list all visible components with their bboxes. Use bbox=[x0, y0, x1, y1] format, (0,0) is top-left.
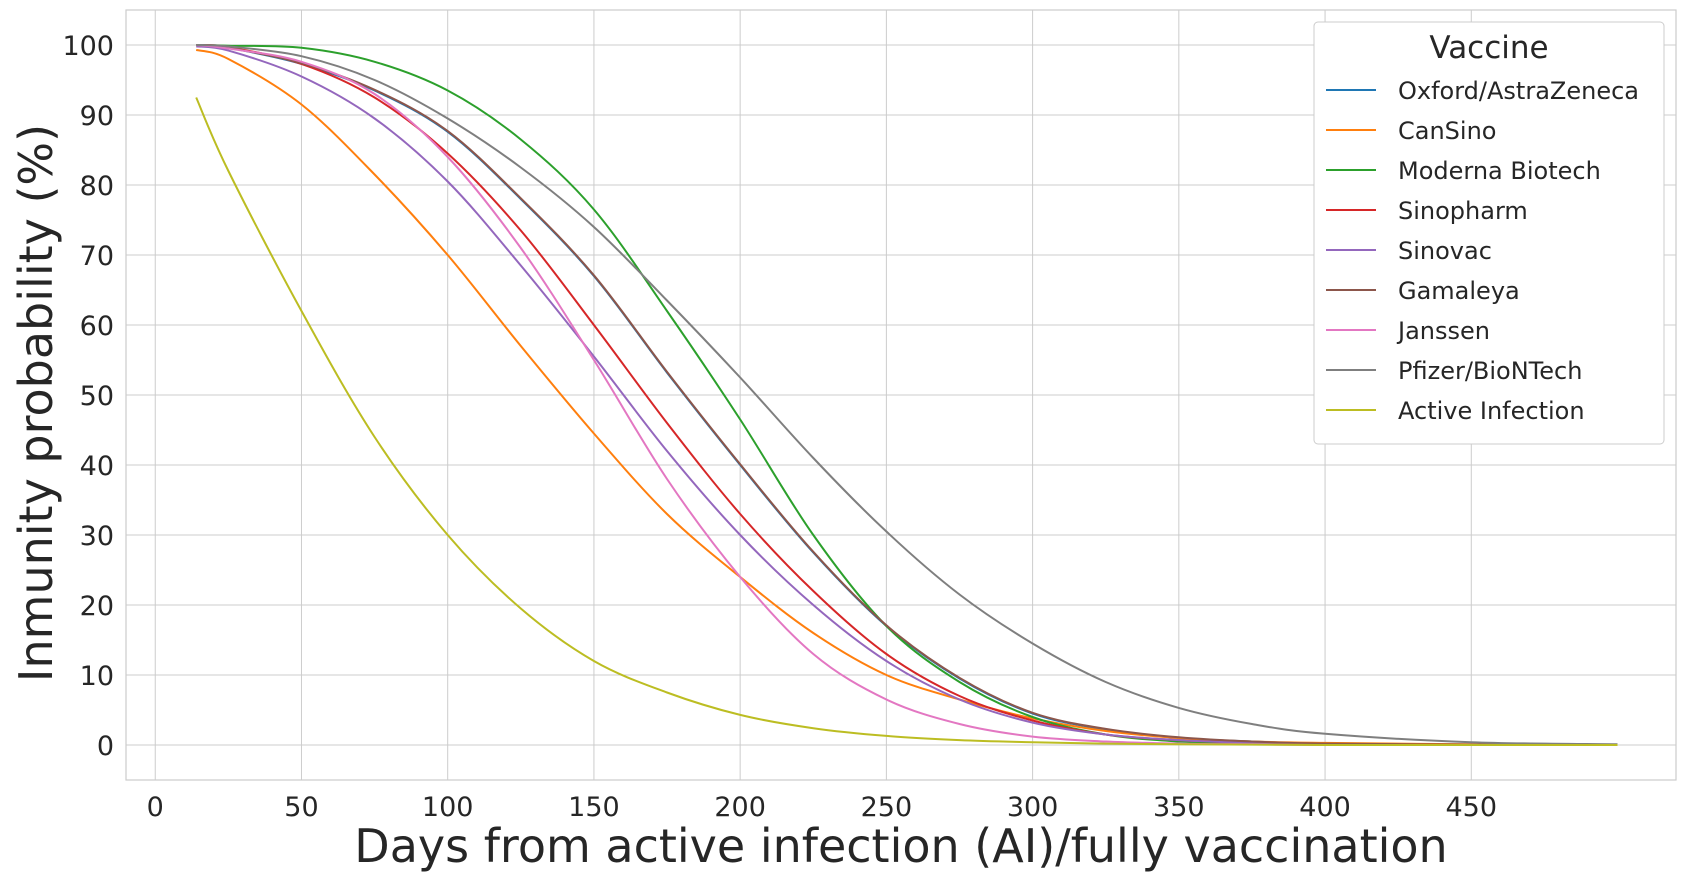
legend-label: Janssen bbox=[1396, 317, 1490, 345]
legend-label: Oxford/AstraZeneca bbox=[1398, 77, 1639, 105]
x-tick-label: 350 bbox=[1153, 792, 1205, 823]
series-line-8 bbox=[195, 97, 1618, 747]
plot-area bbox=[125, 9, 1677, 781]
y-tick-label: 50 bbox=[80, 381, 114, 412]
y-tick-label: 0 bbox=[97, 731, 114, 762]
x-tick-label: 400 bbox=[1299, 792, 1351, 823]
legend-label: CanSino bbox=[1398, 117, 1496, 145]
x-tick-label: 150 bbox=[568, 792, 620, 823]
legend-label: Gamaleya bbox=[1398, 277, 1520, 305]
series-lines bbox=[195, 43, 1618, 747]
x-tick-label: 50 bbox=[284, 792, 318, 823]
series-line-4 bbox=[196, 45, 1618, 747]
x-tick-labels: 0 50 100 150 200 250 300 350 400 450 bbox=[147, 792, 1497, 823]
y-tick-label: 70 bbox=[80, 241, 114, 272]
legend-label: Sinopharm bbox=[1398, 197, 1528, 225]
x-tick-label: 200 bbox=[714, 792, 766, 823]
y-tick-labels: 0 10 20 30 40 50 60 70 80 90 100 bbox=[62, 31, 114, 762]
y-tick-label: 80 bbox=[80, 171, 114, 202]
x-tick-label: 0 bbox=[147, 792, 164, 823]
legend-title: Vaccine bbox=[1429, 30, 1548, 66]
x-tick-label: 450 bbox=[1446, 792, 1498, 823]
x-tick-label: 300 bbox=[1007, 792, 1059, 823]
legend-label: Active Infection bbox=[1398, 397, 1585, 425]
series-line-7 bbox=[196, 44, 1618, 746]
y-axis-label: Inmunity probability (%) bbox=[9, 124, 63, 682]
legend-label: Pfizer/BioNTech bbox=[1398, 357, 1582, 385]
legend: Vaccine Oxford/AstraZeneca CanSino Moderna… bbox=[1313, 21, 1665, 445]
legend-label: Moderna Biotech bbox=[1398, 157, 1601, 185]
x-tick-label: 100 bbox=[422, 792, 474, 823]
y-tick-label: 10 bbox=[80, 661, 114, 692]
y-tick-label: 60 bbox=[80, 311, 114, 342]
x-tick-label: 250 bbox=[861, 792, 913, 823]
y-tick-label: 40 bbox=[80, 451, 114, 482]
gridlines bbox=[126, 10, 1676, 780]
legend-items: Oxford/AstraZeneca CanSino Moderna Biotech… bbox=[1326, 77, 1639, 425]
y-tick-label: 20 bbox=[80, 591, 114, 622]
y-tick-label: 30 bbox=[80, 521, 114, 552]
legend-label: Sinovac bbox=[1398, 237, 1492, 265]
series-line-5 bbox=[196, 44, 1618, 746]
y-tick-label: 90 bbox=[80, 101, 114, 132]
legend-box bbox=[1313, 21, 1665, 445]
y-tick-label: 100 bbox=[62, 31, 114, 62]
x-axis-label: Days from active infection (AI)/fully va… bbox=[354, 819, 1447, 873]
